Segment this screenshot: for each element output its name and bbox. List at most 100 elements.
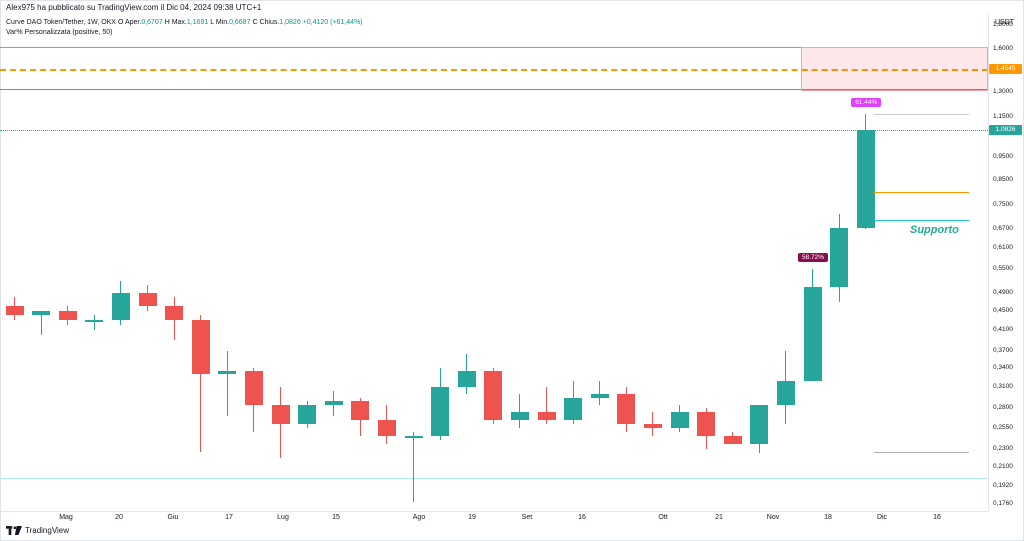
candle-body[interactable] bbox=[165, 306, 184, 320]
time-tick-label: 15 bbox=[332, 514, 340, 521]
time-tick-label: 19 bbox=[468, 514, 476, 521]
indicator-legend[interactable]: Var% Personalizzata (positive, 50) bbox=[6, 29, 113, 36]
price-axis-unit: USDT bbox=[995, 19, 1015, 26]
price-tick-label: 0,2800 bbox=[993, 404, 1013, 412]
time-tick-label: 20 bbox=[115, 514, 123, 521]
price-tick-label: 0,6700 bbox=[993, 224, 1013, 232]
level-line-1[interactable] bbox=[0, 69, 988, 71]
change-value: +0,4120 (+61,44%) bbox=[302, 19, 363, 26]
price-tick-label: 0,7500 bbox=[993, 201, 1013, 209]
time-tick-label: Dic bbox=[876, 514, 888, 521]
price-tick-label: 0,1920 bbox=[993, 481, 1013, 489]
candle-body[interactable] bbox=[431, 387, 450, 436]
price-tick-label: 1,3000 bbox=[993, 88, 1013, 96]
candle-wick bbox=[226, 350, 228, 416]
low-reference-line bbox=[0, 477, 988, 479]
candle-body[interactable] bbox=[537, 411, 556, 420]
candle-wick bbox=[413, 431, 414, 502]
candle-body[interactable] bbox=[750, 404, 769, 445]
bottom-marker-line[interactable] bbox=[874, 452, 970, 454]
time-tick-label: Ott bbox=[658, 514, 668, 521]
candle-body[interactable] bbox=[58, 310, 77, 320]
candle-wick bbox=[546, 387, 547, 424]
candle-body[interactable] bbox=[244, 371, 263, 405]
time-axis[interactable]: Mag 20 Giu 17 Lug 15 Ago 19 Set 16 Ott 21 Nov 18 Dic 16 bbox=[0, 511, 988, 526]
candle-wick bbox=[599, 380, 601, 405]
symbol-legend: Curve DAO Token/Tether, 1W, OKX O Aper.0… bbox=[6, 19, 363, 26]
candle-body[interactable] bbox=[5, 306, 24, 316]
close-label: C bbox=[252, 19, 258, 26]
candle-body[interactable] bbox=[590, 394, 609, 398]
candle-body[interactable] bbox=[564, 397, 583, 420]
time-tick-label: Lug bbox=[277, 514, 289, 521]
time-tick-label: Giu bbox=[167, 514, 179, 521]
candle-body[interactable] bbox=[191, 319, 210, 375]
price-axis[interactable]: USDT 1,8000 1,6000 1,3000 1,1500 0,9500 0,850… bbox=[988, 14, 1024, 511]
time-tick-label: Mag bbox=[59, 514, 73, 521]
candle-body[interactable] bbox=[510, 411, 529, 420]
footer-brand: TradingView bbox=[6, 526, 69, 535]
support-line[interactable] bbox=[874, 219, 970, 221]
target-marker-line[interactable] bbox=[874, 192, 970, 194]
orange-line-price-tag: 1,4545 bbox=[989, 64, 1022, 74]
price-tick-label: 0,1760 bbox=[993, 499, 1013, 507]
high-prefix: Max. bbox=[171, 19, 187, 26]
price-tick-label: 0,8500 bbox=[993, 175, 1013, 183]
level-line-2[interactable] bbox=[0, 88, 988, 90]
price-tick-label: 0,9500 bbox=[993, 152, 1013, 160]
candle-body[interactable] bbox=[484, 371, 503, 420]
candle-body[interactable] bbox=[803, 286, 822, 381]
change-badge-latest: 61.44% bbox=[851, 97, 882, 107]
candle-body[interactable] bbox=[351, 401, 370, 420]
change-badge-previous: 58.72% bbox=[798, 253, 829, 263]
candle-body[interactable] bbox=[85, 319, 104, 322]
high-marker-line[interactable] bbox=[874, 113, 970, 115]
price-tick-label: 0,4100 bbox=[993, 325, 1013, 333]
candle-body[interactable] bbox=[697, 411, 716, 436]
candle-body[interactable] bbox=[617, 394, 636, 424]
time-tick-label: Ago bbox=[412, 514, 426, 521]
level-line-0[interactable] bbox=[0, 46, 988, 48]
candle-body[interactable] bbox=[32, 310, 51, 316]
price-tick-label: 0,6100 bbox=[993, 243, 1013, 251]
candle-body[interactable] bbox=[856, 129, 875, 229]
price-tick-label: 0,2100 bbox=[993, 463, 1013, 471]
candle-wick bbox=[519, 394, 521, 428]
candle-body[interactable] bbox=[271, 404, 290, 424]
candle-body[interactable] bbox=[723, 435, 742, 445]
high-label: H bbox=[164, 19, 170, 26]
time-tick-label: Nov bbox=[766, 514, 780, 521]
candle-body[interactable] bbox=[457, 371, 476, 388]
low-label: L bbox=[210, 19, 214, 26]
time-tick-label: 18 bbox=[824, 514, 832, 521]
low-prefix: Min. bbox=[215, 19, 230, 26]
candle-body[interactable] bbox=[830, 228, 849, 287]
time-tick-label: 16 bbox=[578, 514, 586, 521]
candle-body[interactable] bbox=[377, 419, 396, 436]
price-tick-label: 0,2550 bbox=[993, 423, 1013, 431]
candle-wick bbox=[93, 315, 95, 330]
time-tick-label: Set bbox=[521, 514, 533, 521]
time-tick-label: 17 bbox=[225, 514, 233, 521]
current-price-tag: 1,0826 bbox=[989, 124, 1022, 135]
candle-body[interactable] bbox=[670, 411, 689, 428]
support-label: Supporto bbox=[910, 223, 959, 236]
symbol-name[interactable]: Curve DAO Token/Tether, 1W, OKX bbox=[6, 19, 116, 26]
high-value: 1,1691 bbox=[186, 19, 209, 26]
candle-body[interactable] bbox=[643, 423, 662, 428]
candle-body[interactable] bbox=[138, 293, 157, 307]
resistance-zone[interactable] bbox=[801, 46, 988, 91]
candle-body[interactable] bbox=[404, 435, 423, 438]
close-value: 1,0826 bbox=[279, 19, 301, 26]
price-tick-label: 0,5500 bbox=[993, 265, 1013, 273]
candle-body[interactable] bbox=[111, 293, 130, 320]
candle-body[interactable] bbox=[324, 401, 343, 405]
candle-body[interactable] bbox=[776, 380, 795, 405]
candle-body[interactable] bbox=[298, 404, 317, 424]
chart-plot-area[interactable]: Supporto 61.44% 58.72% bbox=[0, 14, 988, 511]
candle-body[interactable] bbox=[218, 371, 237, 375]
price-tick-label: 0,4900 bbox=[993, 289, 1013, 297]
price-tick-label: 1,8000 bbox=[993, 21, 1013, 29]
publish-info: Alex975 ha pubblicato su TradingView.com… bbox=[6, 3, 262, 12]
price-tick-label: 0,3400 bbox=[993, 364, 1013, 372]
